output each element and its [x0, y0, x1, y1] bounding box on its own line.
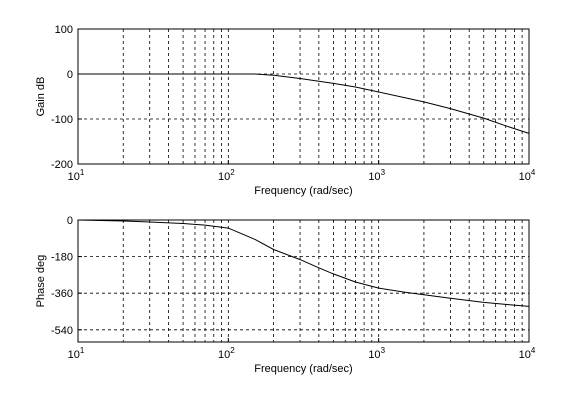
gain-xtick-label: 104	[519, 168, 536, 183]
gain-series-line	[78, 73, 530, 134]
gain-ytick-label: 100	[55, 24, 73, 36]
gain-xlabel: Frequency (rad/sec)	[254, 185, 352, 197]
phase-xtick-label: 102	[218, 346, 235, 361]
phase-xlabel: Frequency (rad/sec)	[254, 363, 352, 375]
gain-ylabel: Gain dB	[35, 77, 47, 117]
phase-axes-box	[77, 219, 530, 343]
phase-xtick-label: 104	[519, 346, 536, 361]
phase-ytick-label: -180	[51, 252, 73, 264]
gain-axes-box	[77, 28, 530, 165]
phase-ytick-label: 0	[67, 215, 73, 227]
gain-xtick-label: 101	[68, 168, 85, 183]
phase-ytick-label: -360	[51, 288, 73, 300]
phase-xtick-label: 101	[68, 346, 85, 361]
gain-xtick-label: 103	[368, 168, 385, 183]
gain-ytick-label: 0	[67, 69, 73, 81]
phase-ytick-label: -540	[51, 325, 73, 337]
phase-series-line	[77, 219, 530, 307]
gain-ytick-label: -200	[51, 159, 73, 171]
phase-ylabel: Phase deg	[35, 255, 47, 308]
gain-ytick-label: -100	[51, 114, 73, 126]
gain-xtick-label: 102	[218, 168, 235, 183]
phase-xtick-label: 103	[368, 346, 385, 361]
